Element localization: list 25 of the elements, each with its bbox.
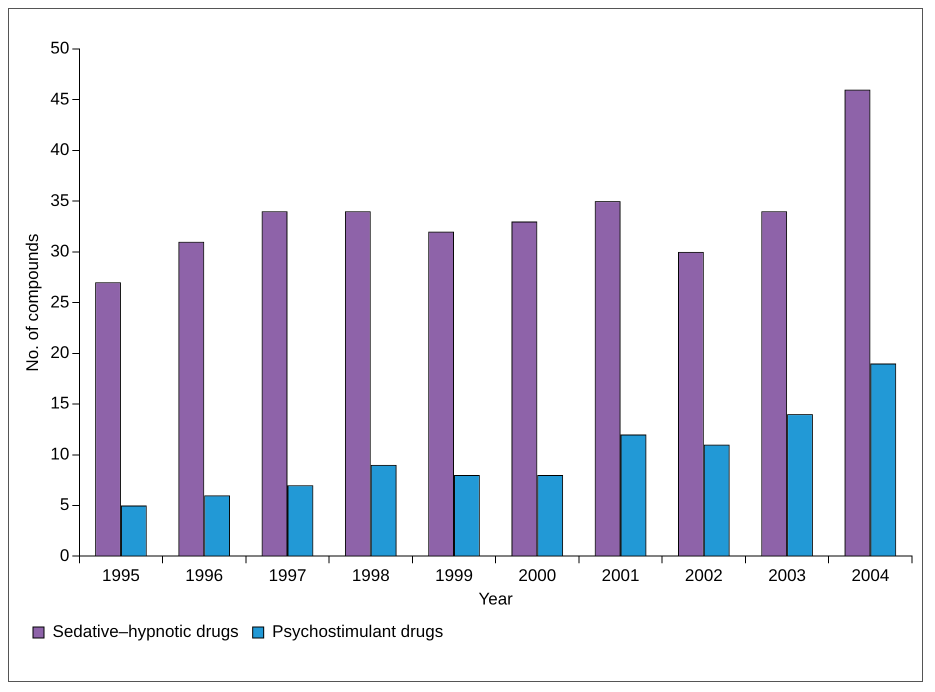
x-tick-label: 2002 [684,566,723,586]
y-tick-label: 50 [50,38,70,58]
x-axis-title: Year [478,589,514,608]
legend-label: Sedative–hypnotic drugs [52,622,239,642]
y-tick-label: 25 [50,292,70,312]
y-tick-label: 30 [50,242,70,261]
y-tick-label: 20 [50,343,70,362]
y-axis-title: No. of compounds [22,234,42,372]
y-tick-label: 15 [50,394,70,413]
legend-label: Psychostimulant drugs [272,622,444,642]
y-tick-label: 45 [50,89,70,108]
x-tick-label: 2004 [851,566,890,586]
x-tick-label: 2003 [768,566,806,586]
y-tick-label: 40 [50,140,70,160]
x-tick-label: 1998 [352,566,390,586]
x-tick-label: 1997 [268,566,306,586]
x-tick-label: 1995 [102,566,140,586]
x-tick-label: 2000 [518,566,556,586]
y-tick-label: 35 [50,190,70,210]
x-tick-label: 1996 [185,566,224,586]
x-tick-label: 1999 [435,566,473,586]
y-tick-label: 0 [60,546,70,565]
x-tick-label: 2001 [602,566,640,586]
y-tick-label: 5 [60,495,70,514]
y-tick-label: 10 [50,444,70,464]
